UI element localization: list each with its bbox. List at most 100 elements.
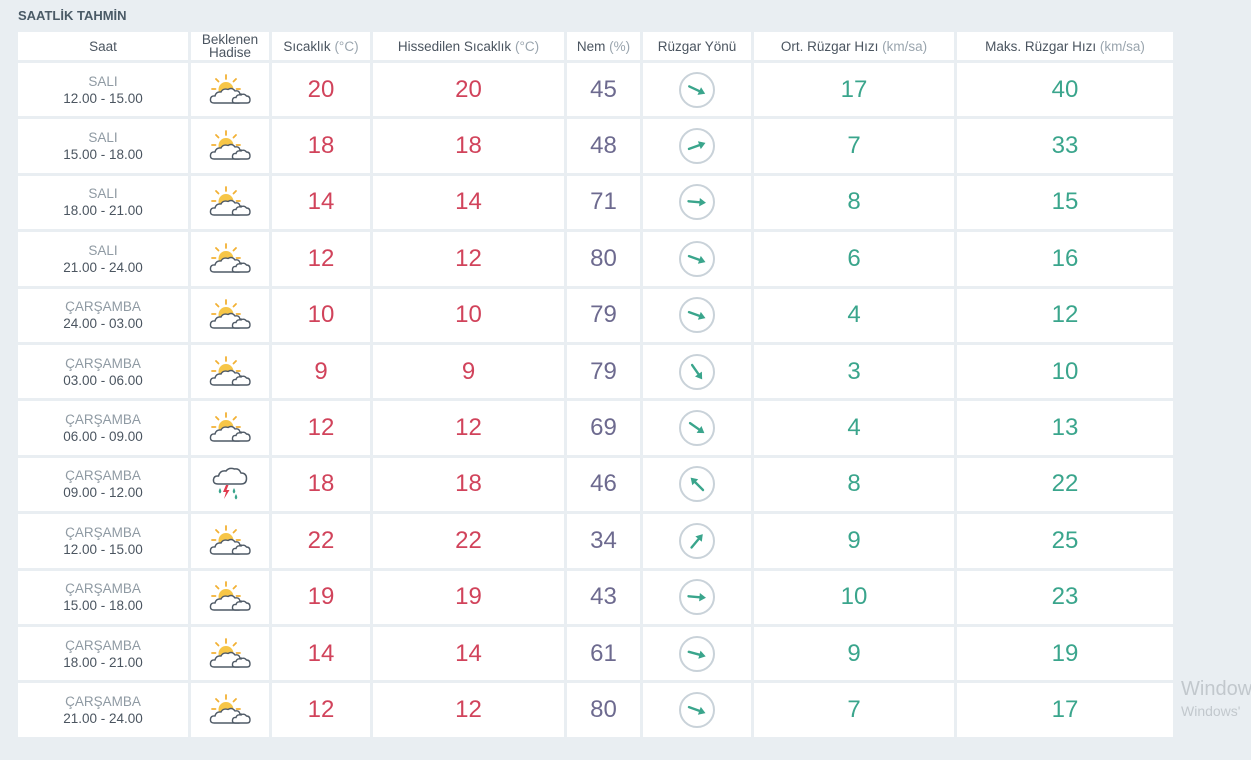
table-row: ÇARŞAMBA 06.00 - 09.00 12 12 69 4 13 — [18, 401, 1173, 455]
section-title: SAATLİK TAHMİN — [18, 8, 127, 23]
day-label: ÇARŞAMBA — [65, 637, 141, 653]
table-row: ÇARŞAMBA 09.00 - 12.00 18 18 46 8 22 — [18, 457, 1173, 512]
thunderstorm-svg — [212, 468, 248, 500]
max-wind-cell: 12 — [957, 288, 1173, 342]
temperature-cell: 18 — [272, 119, 370, 173]
time-range: 09.00 - 12.00 — [63, 485, 143, 501]
feels-like-cell: 18 — [373, 119, 564, 173]
day-label: ÇARŞAMBA — [65, 299, 141, 315]
partly-cloudy-icon — [191, 73, 269, 107]
wind-direction-arrow-icon — [679, 128, 715, 165]
avg-wind-value: 9 — [847, 639, 861, 667]
header-wind-direction: Rüzgar Yönü — [643, 32, 751, 60]
time-range: 12.00 - 15.00 — [63, 90, 143, 106]
partly-cloudy-svg — [209, 637, 251, 668]
day-label: ÇARŞAMBA — [65, 468, 141, 484]
humidity-value: 80 — [590, 244, 617, 272]
humidity-cell: 46 — [567, 457, 640, 512]
feels-like-value: 12 — [455, 695, 482, 723]
header-humidity-label: Nem — [576, 38, 606, 54]
temperature-cell: 9 — [272, 344, 370, 399]
max-wind-cell: 13 — [957, 401, 1173, 455]
table-row: SALI 21.00 - 24.00 12 12 80 6 16 — [18, 232, 1173, 286]
feels-like-value: 18 — [455, 470, 482, 498]
temperature-value: 12 — [307, 695, 335, 723]
time-cell: SALI 12.00 - 15.00 — [18, 63, 188, 117]
avg-wind-cell: 3 — [754, 344, 954, 399]
max-wind-value: 33 — [1051, 132, 1079, 160]
temperature-cell: 14 — [272, 175, 370, 230]
header-avg-wind-label: Ort. Rüzgar Hızı — [780, 38, 879, 54]
wind-direction-arrow-icon — [679, 297, 715, 334]
temperature-value: 20 — [307, 75, 335, 103]
time-range: 06.00 - 09.00 — [63, 429, 143, 445]
time-cell: ÇARŞAMBA 03.00 - 06.00 — [18, 344, 188, 399]
partly-cloudy-icon — [191, 298, 269, 332]
feels-like-cell: 10 — [373, 288, 564, 342]
weather-cell — [191, 175, 269, 230]
weather-cell — [191, 401, 269, 455]
weather-cell — [191, 626, 269, 681]
partly-cloudy-svg — [209, 186, 251, 217]
max-wind-cell: 10 — [957, 344, 1173, 399]
header-max-wind: Maks. Rüzgar Hızı (km/sa) — [957, 32, 1173, 60]
table-row: SALI 12.00 - 15.00 20 20 45 17 40 — [18, 63, 1173, 117]
feels-like-value: 14 — [455, 188, 482, 216]
time-range: 21.00 - 24.00 — [63, 259, 143, 275]
table-row: ÇARŞAMBA 24.00 - 03.00 10 10 79 4 12 — [18, 288, 1173, 342]
day-label: ÇARŞAMBA — [65, 693, 141, 709]
avg-wind-cell: 17 — [754, 63, 954, 117]
wind-direction-arrow-icon — [679, 240, 715, 277]
humidity-cell: 71 — [567, 175, 640, 230]
avg-wind-cell: 8 — [754, 175, 954, 230]
weather-cell — [191, 344, 269, 399]
avg-wind-cell: 7 — [754, 683, 954, 737]
wind-direction-cell — [643, 401, 751, 455]
time-range: 15.00 - 18.00 — [63, 147, 143, 163]
header-humidity: Nem (%) — [567, 32, 640, 60]
weather-cell — [191, 514, 269, 568]
humidity-value: 43 — [590, 583, 617, 611]
max-wind-cell: 15 — [957, 175, 1173, 230]
feels-like-cell: 19 — [373, 570, 564, 624]
humidity-value: 79 — [590, 301, 617, 329]
partly-cloudy-icon — [191, 129, 269, 163]
avg-wind-value: 17 — [840, 75, 868, 103]
temperature-value: 18 — [307, 470, 335, 498]
max-wind-value: 16 — [1051, 244, 1079, 272]
temperature-cell: 19 — [272, 570, 370, 624]
feels-like-value: 19 — [455, 583, 482, 611]
avg-wind-value: 8 — [847, 188, 861, 216]
windows-activation-watermark: Windows Windows' — [1181, 678, 1251, 719]
time-cell: ÇARŞAMBA 24.00 - 03.00 — [18, 288, 188, 342]
header-max-wind-unit: (km/sa) — [1099, 38, 1145, 54]
table-row: ÇARŞAMBA 21.00 - 24.00 12 12 80 7 17 — [18, 683, 1173, 737]
avg-wind-value: 10 — [840, 583, 868, 611]
humidity-value: 34 — [590, 526, 617, 554]
feels-like-cell: 12 — [373, 401, 564, 455]
header-time: Saat — [18, 32, 188, 60]
max-wind-value: 13 — [1051, 414, 1079, 442]
watermark-line-1: Windows — [1181, 678, 1251, 700]
partly-cloudy-svg — [209, 242, 251, 273]
temperature-value: 18 — [307, 132, 335, 160]
feels-like-cell: 14 — [373, 626, 564, 681]
time-range: 12.00 - 15.00 — [63, 541, 143, 557]
header-temp-unit: (°C) — [334, 38, 359, 54]
max-wind-cell: 16 — [957, 232, 1173, 286]
weather-cell — [191, 63, 269, 117]
humidity-value: 69 — [590, 414, 617, 442]
partly-cloudy-svg — [209, 412, 251, 442]
wind-direction-cell — [643, 119, 751, 173]
humidity-value: 61 — [590, 639, 617, 667]
time-range: 18.00 - 21.00 — [63, 203, 143, 219]
avg-wind-value: 4 — [847, 414, 861, 442]
table-row: SALI 15.00 - 18.00 18 18 48 7 33 — [18, 119, 1173, 173]
day-label: SALI — [88, 186, 118, 202]
header-event-label-1: Beklenen — [201, 32, 259, 47]
partly-cloudy-icon — [191, 185, 269, 219]
time-range: 18.00 - 21.00 — [63, 654, 143, 670]
wind-direction-cell — [643, 626, 751, 681]
wind-direction-arrow-icon — [679, 184, 715, 221]
humidity-value: 45 — [590, 75, 617, 103]
